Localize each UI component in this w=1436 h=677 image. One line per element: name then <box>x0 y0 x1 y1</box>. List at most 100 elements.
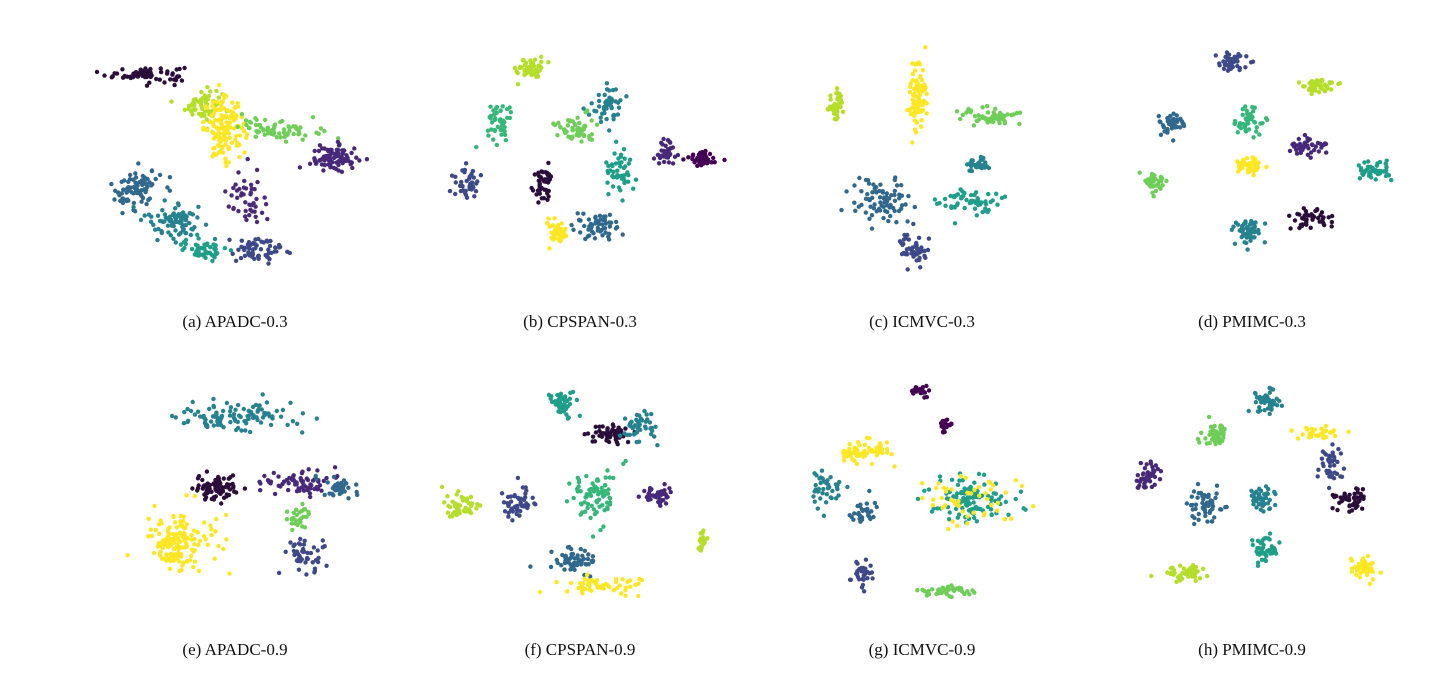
scatter-point <box>1135 473 1140 478</box>
scatter-point <box>517 513 522 518</box>
scatter-point <box>1325 86 1330 91</box>
scatter-point <box>959 196 964 201</box>
scatter-point <box>995 500 1000 506</box>
scatter-point <box>942 196 948 202</box>
scatter-point <box>936 481 941 486</box>
scatter-point <box>818 480 823 486</box>
scatter-point <box>171 236 176 241</box>
scatter-point <box>162 80 167 85</box>
scatter-point <box>153 227 158 232</box>
scatter-point <box>1248 221 1253 227</box>
scatter-point <box>1254 129 1259 134</box>
scatter-point <box>943 203 948 208</box>
scatter-point <box>567 481 572 486</box>
scatter-point <box>531 63 536 68</box>
scatter-point <box>948 193 953 199</box>
scatter-point <box>607 496 613 501</box>
scatter-point <box>502 129 507 134</box>
scatter-point <box>210 100 216 105</box>
scatter-point <box>253 214 258 219</box>
scatter-point <box>517 65 522 71</box>
scatter-point <box>1329 213 1335 219</box>
scatter-point <box>852 183 857 188</box>
scatter-point <box>1250 155 1255 160</box>
scatter-point <box>489 127 494 132</box>
scatter-point <box>1151 467 1156 473</box>
scatter-point <box>917 93 922 98</box>
scatter-point <box>1195 495 1200 500</box>
scatter-point <box>1245 170 1251 175</box>
scatter-point <box>466 507 472 512</box>
scatter-point <box>142 213 147 218</box>
scatter-point <box>601 214 606 219</box>
scatter-point <box>493 116 498 121</box>
scatter-point <box>1169 126 1175 131</box>
scatter-point <box>136 161 141 166</box>
cluster-8 <box>528 544 596 579</box>
scatter-point <box>643 424 648 429</box>
scatter-point <box>572 556 577 561</box>
scatter-point <box>515 475 521 481</box>
scatter-point <box>1214 491 1219 496</box>
scatter-point <box>234 188 240 193</box>
scatter-point <box>1191 566 1197 571</box>
scatter-point <box>661 159 667 165</box>
scatter-point <box>583 495 589 500</box>
scatter-point <box>207 406 212 412</box>
scatter-plot-h <box>1134 385 1383 587</box>
scatter-point <box>993 106 998 112</box>
scatter-point <box>1378 570 1383 575</box>
scatter-point <box>854 461 860 467</box>
scatter-point <box>162 198 167 203</box>
cluster-4 <box>284 501 311 533</box>
scatter-point <box>114 71 120 76</box>
scatter-point <box>552 122 558 128</box>
scatter-point <box>651 156 657 161</box>
scatter-point <box>983 206 988 211</box>
scatter-point <box>1310 87 1316 92</box>
scatter-point <box>597 504 602 509</box>
scatter-point <box>1031 504 1036 509</box>
scatter-point <box>236 247 241 252</box>
scatter-point <box>918 75 923 80</box>
scatter-point <box>494 142 499 148</box>
scatter-point <box>171 211 176 216</box>
scatter-point <box>195 215 200 220</box>
cluster-0 <box>169 392 319 435</box>
scatter-point <box>974 519 979 524</box>
scatter-point <box>1309 83 1315 88</box>
scatter-point <box>923 45 928 50</box>
scatter-point <box>157 552 163 557</box>
scatter-point <box>980 157 985 162</box>
scatter-point <box>567 119 572 124</box>
scatter-point <box>974 118 979 124</box>
scatter-point <box>1338 451 1344 456</box>
scatter-point <box>596 490 601 495</box>
scatter-point <box>585 556 591 562</box>
scatter-point <box>831 103 836 108</box>
scatter-point <box>1383 173 1389 179</box>
scatter-point <box>190 227 195 232</box>
scatter-point <box>524 488 529 493</box>
scatter-point <box>942 420 947 426</box>
scatter-point <box>223 160 228 165</box>
scatter-point <box>1305 427 1310 432</box>
scatter-point <box>892 177 897 183</box>
scatter-point <box>457 510 462 515</box>
scatter-point <box>968 485 973 490</box>
scatter-point <box>335 481 341 486</box>
scatter-point <box>217 150 222 155</box>
scatter-point <box>608 168 613 173</box>
scatter-point <box>1263 393 1268 398</box>
scatter-point <box>605 468 610 473</box>
scatter-point <box>954 491 960 496</box>
scatter-point <box>1196 511 1201 517</box>
scatter-point <box>553 399 558 404</box>
scatter-point <box>869 461 875 467</box>
cluster-5 <box>276 536 329 577</box>
scatter-point <box>1148 459 1153 464</box>
scatter-point <box>539 54 544 59</box>
scatter-point <box>1205 573 1210 579</box>
scatter-point <box>585 578 590 583</box>
scatter-point <box>698 548 703 553</box>
